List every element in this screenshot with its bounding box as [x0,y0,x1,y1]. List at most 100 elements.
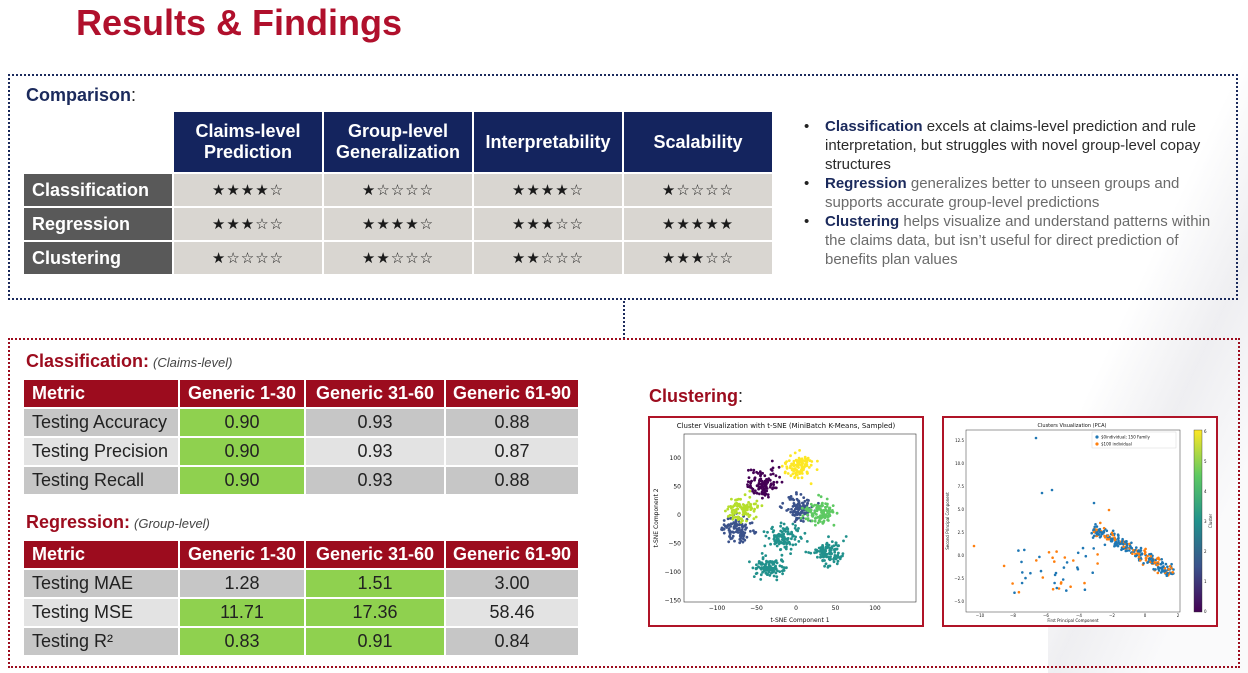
metric-header: Metric [22,378,180,409]
pca-point [1124,549,1128,553]
metric-name: Testing MAE [22,568,180,599]
tsne-point [761,496,764,500]
star-rating: ★★★☆☆ [472,206,624,242]
tsne-point [825,497,829,501]
tsne-point [761,482,764,486]
classification-label: Classification: (Claims-level) [26,351,233,371]
tsne-ytick-label: −100 [665,569,682,576]
tsne-point [799,460,803,464]
pca-point [1159,571,1163,574]
tsne-point [774,474,778,478]
pca-cluster-plot: Clusters Visualization (PCA) $0individua… [945,423,1213,623]
pca-point [1053,573,1057,577]
tsne-point [830,540,834,543]
tsne-point [803,511,806,515]
tsne-point [771,487,774,491]
tsne-point [779,521,783,525]
tsne-point [737,526,741,530]
pca-axes [965,429,1181,613]
tsne-point [766,493,770,496]
tsne-point [795,497,799,501]
tsne-point [765,482,768,486]
tsne-point [766,573,769,576]
tsne-point [790,468,794,472]
tsne-point [800,537,803,540]
tsne-point [731,513,734,517]
pca-point [1154,561,1158,564]
pca-ytick-label: 5.0 [958,507,965,512]
results-panel [8,338,1240,668]
tsne-point [820,546,823,550]
pca-ytick-label: 10.0 [955,461,964,466]
tsne-point [827,564,830,568]
tsne-point [741,525,744,529]
pca-point [1094,523,1097,526]
tsne-point [827,519,830,522]
tsne-point [775,480,779,484]
tsne-point [808,459,812,462]
pca-point [1121,537,1124,541]
tsne-point [751,489,754,493]
tsne-point [735,511,738,514]
col-header: Generic 31-60 [304,378,446,409]
tsne-point [758,492,761,496]
tsne-point [817,507,821,511]
tsne-point [781,565,784,569]
tsne-point [832,523,836,527]
tsne-point [747,515,751,518]
tsne-ylabel: t-SNE Component 2 [653,488,660,547]
pca-point [1137,555,1141,559]
tsne-point [729,517,732,520]
col-header: Generic 1-30 [178,378,306,409]
tsne-point [772,569,776,573]
tsne-ytick-label: 0 [677,512,681,519]
colorbar-ticks: 6 5 4 3 2 1 0 [1204,429,1207,614]
tsne-point [841,552,845,555]
tsne-point [746,503,749,507]
tsne-point [735,501,738,505]
pca-point [1107,508,1111,512]
pca-point [1156,563,1159,567]
tsne-point [781,572,784,576]
tsne-point [813,503,817,507]
pca-point [1065,561,1069,564]
row-header-regression: Regression [22,206,174,242]
tsne-point [764,534,768,538]
tsne-point [773,486,777,490]
row-header-classification: Classification [22,172,174,208]
tsne-point [730,497,733,501]
pca-xticks: −10 −8 −6 −4 −2 0 2 [976,613,1180,618]
legend-marker [1095,435,1099,439]
tsne-point [821,501,824,505]
tsne-point [738,541,742,545]
tsne-point [761,557,765,561]
pca-point [1072,559,1075,562]
legend-entry: $0individual; 150 Family [1101,435,1151,440]
tsne-point [791,472,795,476]
tsne-point [771,466,775,470]
tsne-point [734,515,737,519]
pca-point [1139,559,1142,562]
tsne-point [759,578,763,581]
tsne-point [752,517,756,521]
tsne-point [746,508,749,512]
row-header-clustering: Clustering [22,240,174,276]
tsne-point [842,539,845,543]
tsne-point [726,507,730,511]
tsne-point [792,459,796,463]
tsne-point [796,510,800,513]
tsne-point [748,505,752,508]
tsne-point [727,540,731,544]
tsne-point [722,531,726,535]
pca-point [1165,574,1169,577]
tsne-point [738,511,741,515]
pca-point [1152,567,1155,571]
tsne-point [768,566,771,570]
tsne-point [784,547,788,551]
pca-plot-frame: Clusters Visualization (PCA) $0individua… [942,416,1218,627]
pca-yticks: 12.5 10.0 7.5 5.0 2.5 0.0 −2.5 −5.0 [954,438,964,604]
tsne-point [833,548,836,552]
tsne-point [763,489,767,493]
tsne-point [780,553,784,557]
pca-point [1017,549,1020,552]
